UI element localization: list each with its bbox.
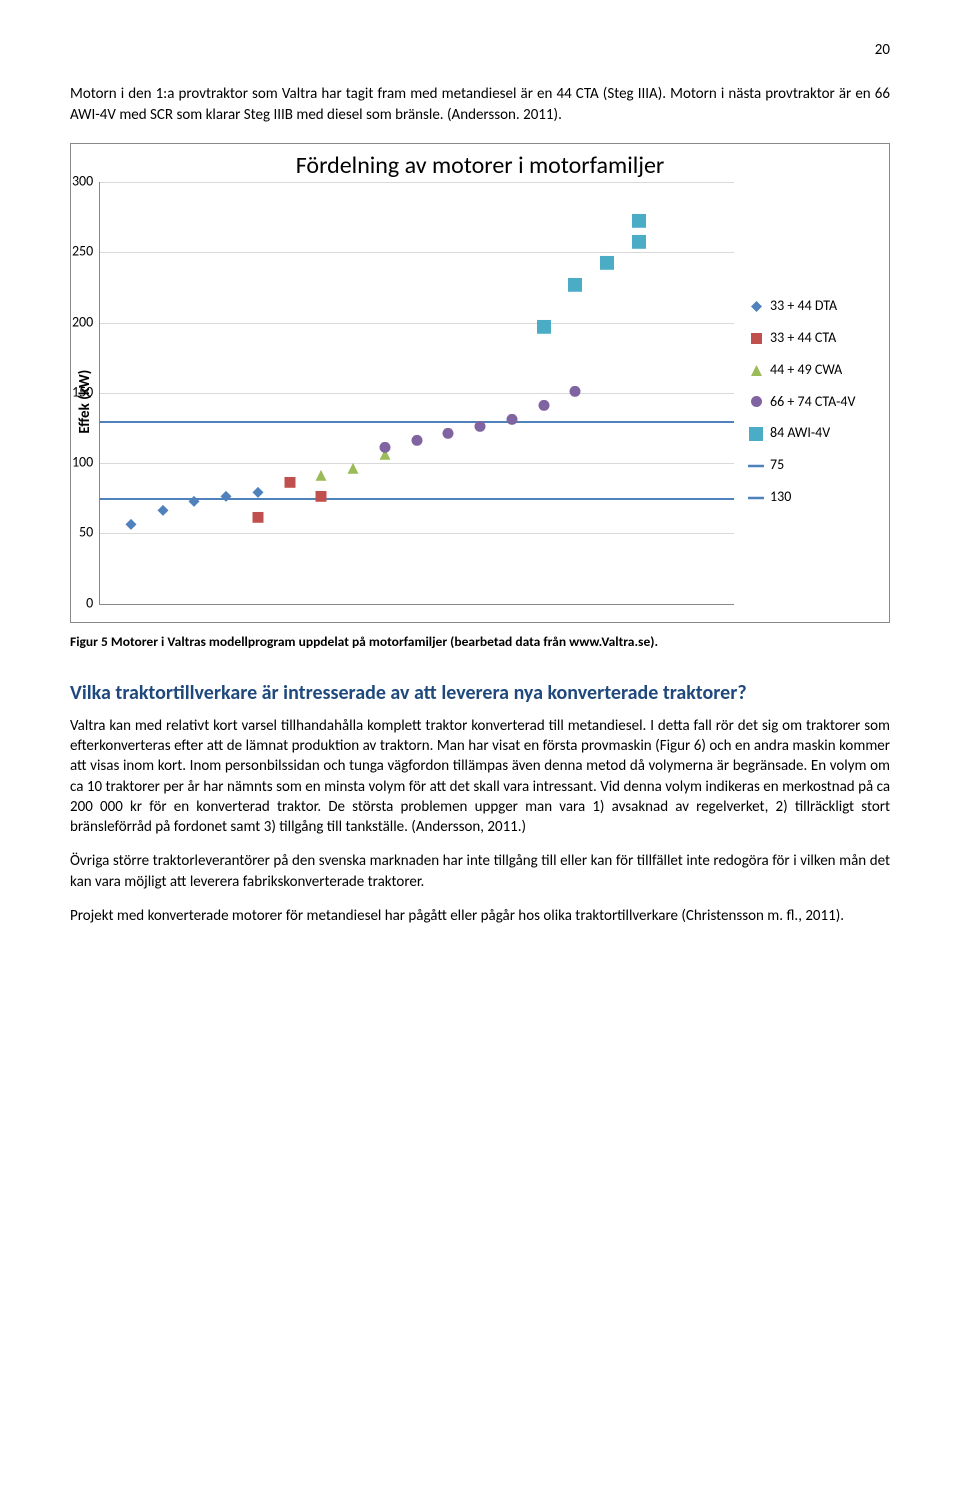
legend-label: 130 [770, 488, 791, 507]
chart-reference-line [99, 421, 734, 423]
chart-ytick-label: 300 [72, 173, 99, 192]
legend-item: 75 [748, 456, 885, 475]
chart-marker [443, 425, 454, 445]
legend-item: 33 + 44 DTA [748, 297, 885, 316]
chart-container: Fördelning av motorer i motorfamiljer Ef… [70, 143, 890, 623]
section-heading: Vilka traktortillverkare är intresserade… [70, 681, 890, 706]
chart-marker [568, 277, 582, 297]
body-paragraph-2: Övriga större traktorleverantörer på den… [70, 851, 890, 892]
chart-ytick-label: 50 [79, 524, 99, 543]
chart-ytick-label: 0 [86, 594, 99, 613]
page-number: 20 [70, 40, 890, 60]
chart-marker [252, 509, 263, 529]
chart-gridline [99, 182, 734, 183]
legend-item: 84 AWI-4V [748, 424, 885, 443]
chart-marker [411, 432, 422, 452]
chart-marker [252, 484, 263, 504]
figure-caption: Figur 5 Motorer i Valtras modellprogram … [70, 633, 890, 651]
body-paragraph-1: Valtra kan med relativt kort varsel till… [70, 716, 890, 838]
legend-marker-icon [748, 362, 764, 378]
chart-marker [379, 439, 390, 459]
chart-gridline [99, 323, 734, 324]
chart-marker [316, 488, 327, 508]
chart-title: Fördelning av motorer i motorfamiljer [71, 150, 889, 182]
legend-item: 44 + 49 CWA [748, 361, 885, 380]
legend-line-icon [748, 458, 764, 474]
chart-marker [284, 474, 295, 494]
chart-marker [632, 235, 646, 255]
chart-ytick-label: 150 [72, 383, 99, 402]
legend-label: 44 + 49 CWA [770, 361, 842, 380]
legend-item: 66 + 74 CTA-4V [748, 393, 885, 412]
legend-line-icon [748, 490, 764, 506]
legend-marker-icon [748, 330, 764, 346]
chart-gridline [99, 393, 734, 394]
chart-marker [157, 502, 168, 522]
chart-marker [475, 418, 486, 438]
legend-label: 33 + 44 CTA [770, 329, 836, 348]
chart-marker [632, 214, 646, 234]
chart-marker [506, 411, 517, 431]
chart-gridline [99, 533, 734, 534]
legend-label: 66 + 74 CTA-4V [770, 393, 855, 412]
chart-marker [537, 320, 551, 340]
body-paragraph-3: Projekt med konverterade motorer för met… [70, 906, 890, 926]
chart-marker [316, 467, 327, 487]
legend-item: 33 + 44 CTA [748, 329, 885, 348]
chart-y-axis [99, 182, 100, 604]
legend-item: 130 [748, 488, 885, 507]
chart-ytick-label: 100 [72, 454, 99, 473]
chart-plot-area: 050100150200250300 [99, 182, 734, 604]
chart-marker [125, 516, 136, 536]
chart-marker [348, 460, 359, 480]
chart-marker [538, 397, 549, 417]
chart-marker [221, 488, 232, 508]
chart-gridline [99, 463, 734, 464]
chart-marker [600, 256, 614, 276]
chart-legend: 33 + 44 DTA 33 + 44 CTA 44 + 49 CWA 66 + 74… [744, 182, 889, 622]
legend-label: 33 + 44 DTA [770, 297, 837, 316]
legend-label: 84 AWI-4V [770, 424, 830, 443]
legend-marker-icon [748, 394, 764, 410]
chart-marker [189, 492, 200, 512]
chart-ytick-label: 250 [72, 243, 99, 262]
legend-marker-icon [748, 426, 764, 442]
legend-label: 75 [770, 456, 784, 475]
chart-gridline [99, 604, 734, 605]
legend-marker-icon [748, 298, 764, 314]
intro-paragraph: Motorn i den 1:a provtraktor som Valtra … [70, 84, 890, 125]
chart-marker [570, 383, 581, 403]
chart-ytick-label: 200 [72, 313, 99, 332]
